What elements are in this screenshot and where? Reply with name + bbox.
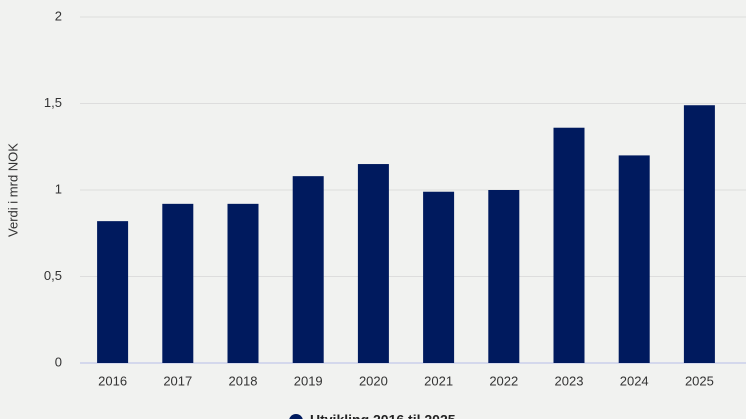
- y-tick-label: 2: [55, 8, 62, 23]
- x-tick-label: 2022: [489, 373, 518, 388]
- x-tick-label: 2017: [163, 373, 192, 388]
- bar: [357, 164, 389, 363]
- bar: [162, 203, 194, 363]
- x-tick-label: 2016: [98, 373, 127, 388]
- bar: [292, 176, 324, 363]
- x-tick-label: 2021: [424, 373, 453, 388]
- x-tick-label: 2024: [620, 373, 649, 388]
- y-tick-label: 0,5: [44, 268, 62, 283]
- x-tick-label: 2019: [294, 373, 323, 388]
- bar: [97, 221, 129, 363]
- bar: [683, 105, 715, 363]
- bar: [423, 191, 455, 363]
- bar: [618, 155, 650, 363]
- y-tick-label: 1,5: [44, 95, 62, 110]
- x-tick-label: 2018: [229, 373, 258, 388]
- bar: [553, 127, 585, 363]
- x-tick-label: 2025: [685, 373, 714, 388]
- bar: [227, 203, 259, 363]
- x-tick-label: 2023: [555, 373, 584, 388]
- y-tick-label: 1: [55, 181, 62, 196]
- x-tick-label: 2020: [359, 373, 388, 388]
- y-tick-label: 0: [55, 354, 62, 369]
- y-axis-label: Verdi i mrd NOK: [5, 143, 20, 237]
- legend-marker: [289, 414, 303, 419]
- legend-label: Utvikling 2016 til 2025: [310, 412, 456, 419]
- bar: [488, 190, 520, 363]
